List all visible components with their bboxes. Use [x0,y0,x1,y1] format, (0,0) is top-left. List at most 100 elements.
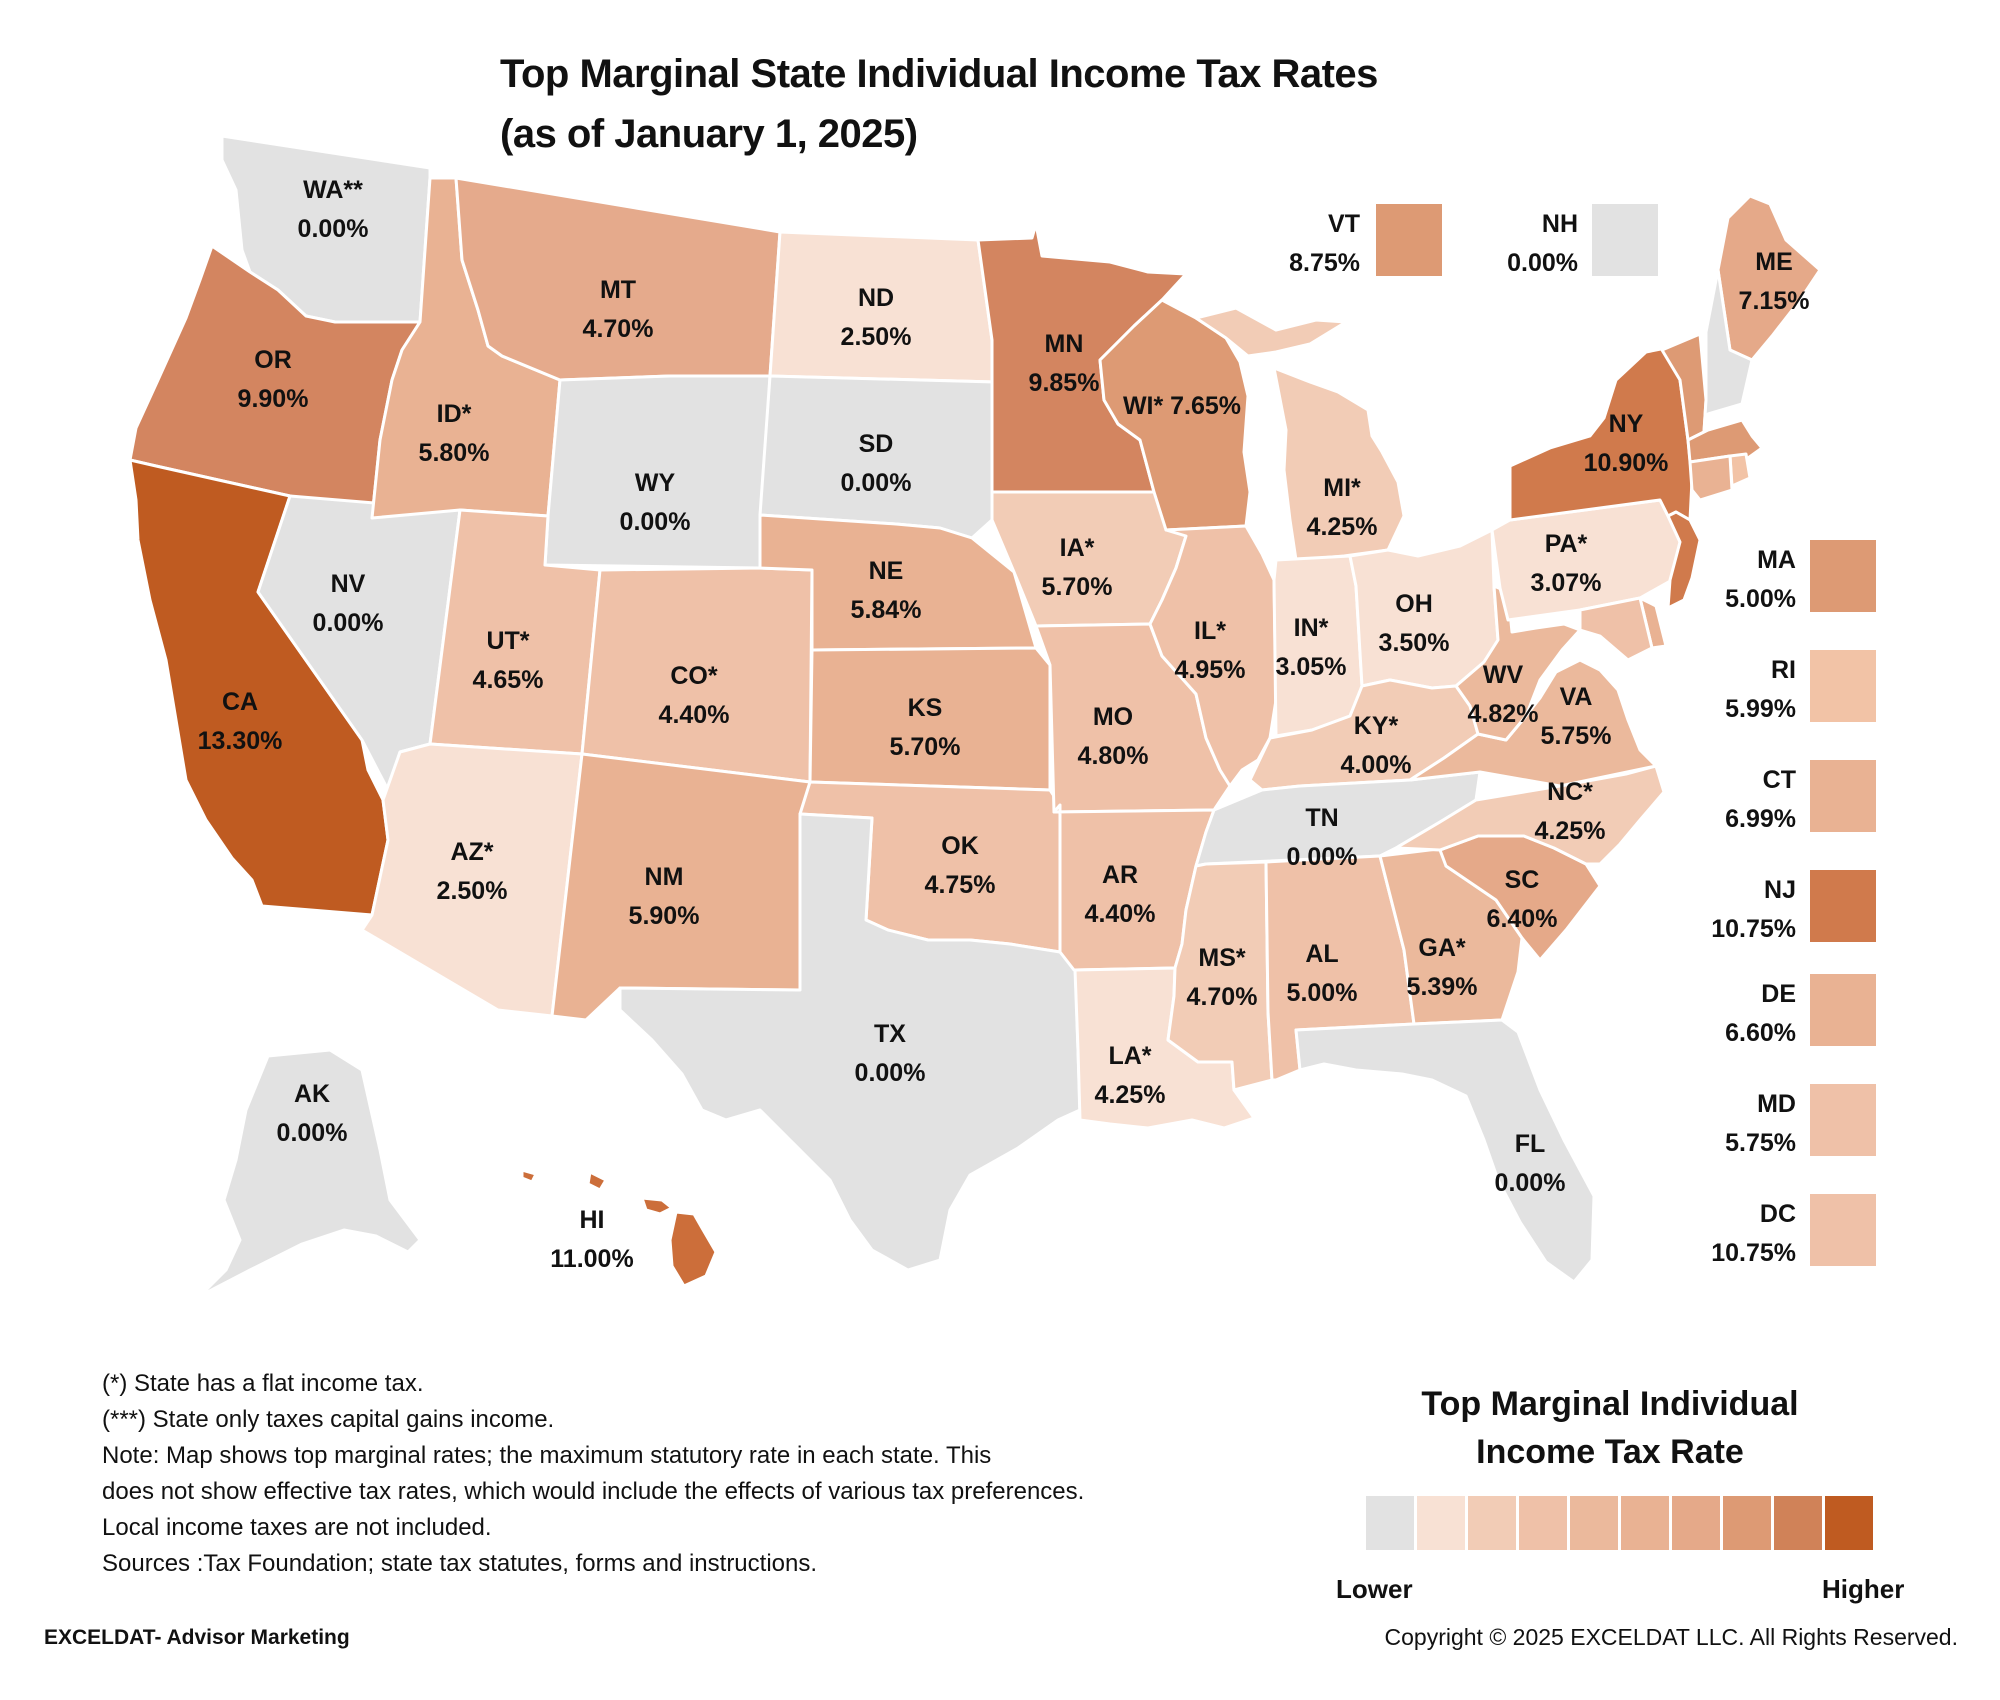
map-title-line-1: Top Marginal State Individual Income Tax… [500,52,1378,96]
state-label-ne: NE [869,557,904,585]
swatch-label-nh: NH [1542,210,1578,238]
swatch-rate-ct: 6.99% [1725,805,1796,833]
footnotes: (*) State has a flat income tax. (***) S… [102,1366,1084,1582]
legend-swatch-2 [1417,1496,1465,1550]
state-rate-ut: 4.65% [473,666,544,694]
swatch-dc [1810,1194,1876,1266]
footnote-note-line-1: Note: Map shows top marginal rates; the … [102,1442,992,1469]
state-label-pa: PA* [1545,530,1588,558]
state-label-mi: MI* [1323,474,1361,502]
state-rate-wy: 0.00% [620,508,691,536]
state-label-ga: GA* [1418,934,1466,962]
state-shape-mi [1194,306,1406,562]
swatch-de [1810,974,1876,1046]
state-label-oh: OH [1395,590,1433,618]
state-label-ks: KS [908,694,943,722]
state-label-sc: SC [1505,866,1540,894]
state-label-ca: CA [222,688,258,716]
footnote-sources: Sources :Tax Foundation; state tax statu… [102,1550,818,1577]
state-label-ms: MS* [1198,944,1246,972]
state-shape-in [1272,554,1364,738]
state-rate-tx: 0.00% [855,1059,926,1087]
state-label-ny: NY [1609,410,1644,438]
state-rate-ca: 13.30% [198,727,283,755]
state-label-mt: MT [600,276,636,304]
legend-swatch-7 [1672,1496,1720,1550]
state-rate-la: 4.25% [1095,1081,1166,1109]
state-shape-me [1716,194,1822,362]
swatch-rate-ri: 5.99% [1725,695,1796,723]
state-rate-in: 3.05% [1276,653,1347,681]
state-rate-nm: 5.90% [629,902,700,930]
state-rate-sd: 0.00% [841,469,912,497]
swatch-rate-nj: 10.75% [1711,915,1796,943]
state-shape-wv [1454,584,1582,742]
state-shape-ri [1728,452,1752,488]
state-label-wa: WA** [303,176,363,204]
brand-label: EXCELDAT- Advisor Marketing [44,1626,350,1649]
swatch-label-dc: DC [1760,1200,1796,1228]
state-rate-nv: 0.00% [313,609,384,637]
state-rate-wv: 4.82% [1468,700,1539,728]
swatch-label-md: MD [1757,1090,1796,1118]
state-shape-nj [1666,510,1702,610]
state-rate-ne: 5.84% [851,596,922,624]
state-label-va: VA [1560,683,1593,711]
legend-title: Top Marginal Individual Income Tax Rate [1320,1380,1900,1476]
state-shapes [128,134,1822,1298]
state-shape-ny [1508,344,1694,522]
swatch-rate-md: 5.75% [1725,1129,1796,1157]
state-rate-pa: 3.07% [1531,569,1602,597]
legend-swatch-6 [1621,1496,1669,1550]
swatch-md [1810,1084,1876,1156]
state-label-wi: WI* 7.65% [1123,392,1241,420]
state-rate-nd: 2.50% [841,323,912,351]
state-label-ak: AK [294,1080,330,1108]
legend-title-line-2: Income Tax Rate [1476,1433,1744,1471]
swatch-rate-dc: 10.75% [1711,1239,1796,1267]
state-shape-nh [1702,268,1754,434]
state-label-wy: WY [635,469,676,497]
legend-title-line-1: Top Marginal Individual [1421,1385,1799,1423]
state-rate-nc: 4.25% [1535,817,1606,845]
legend-lower-label: Lower [1336,1574,1413,1604]
state-shape-ct [1688,454,1734,502]
footnote-note-line-3: Local income taxes are not included. [102,1514,492,1541]
swatch-ct [1810,760,1876,832]
state-label-or: OR [254,346,292,374]
state-label-nc: NC* [1547,778,1593,806]
state-rate-oh: 3.50% [1379,629,1450,657]
state-label-ky: KY* [1354,712,1399,740]
state-label-az: AZ* [450,838,493,866]
legend-swatch-4 [1519,1496,1567,1550]
legend-color-scale [1366,1496,1873,1550]
swatch-nh [1592,204,1658,276]
state-label-ia: IA* [1060,534,1095,562]
state-shape-hi [520,1168,718,1288]
state-label-wv: WV [1483,661,1524,689]
state-shape-tx [618,812,1082,1272]
small-state-legend: VT 8.75% NH 0.00% MA 5.00% RI 5.99% CT 6.99% NJ 10.… [1289,204,1876,1267]
swatch-label-ma: MA [1757,546,1796,574]
swatch-rate-de: 6.60% [1725,1019,1796,1047]
legend-swatch-5 [1570,1496,1618,1550]
state-rate-ar: 4.40% [1085,900,1156,928]
state-label-me: ME [1755,248,1793,276]
state-rate-ky: 4.00% [1341,751,1412,779]
footnote-capital-gains: (***) State only taxes capital gains inc… [102,1406,555,1433]
state-rate-ak: 0.00% [277,1119,348,1147]
state-rate-or: 9.90% [238,385,309,413]
swatch-vt [1376,204,1442,276]
state-label-ok: OK [941,832,979,860]
state-label-in: IN* [1294,614,1329,642]
state-rate-ga: 5.39% [1407,973,1478,1001]
swatch-rate-ma: 5.00% [1725,585,1796,613]
state-rate-va: 5.75% [1541,722,1612,750]
state-rate-mt: 4.70% [583,315,654,343]
copyright-notice: Copyright © 2025 EXCELDAT LLC. All Right… [1384,1624,1958,1650]
legend-swatch-1 [1366,1496,1414,1550]
swatch-nj [1810,870,1876,942]
state-rate-al: 5.00% [1287,979,1358,1007]
state-rate-me: 7.15% [1739,287,1810,315]
state-label-tn: TN [1305,804,1338,832]
